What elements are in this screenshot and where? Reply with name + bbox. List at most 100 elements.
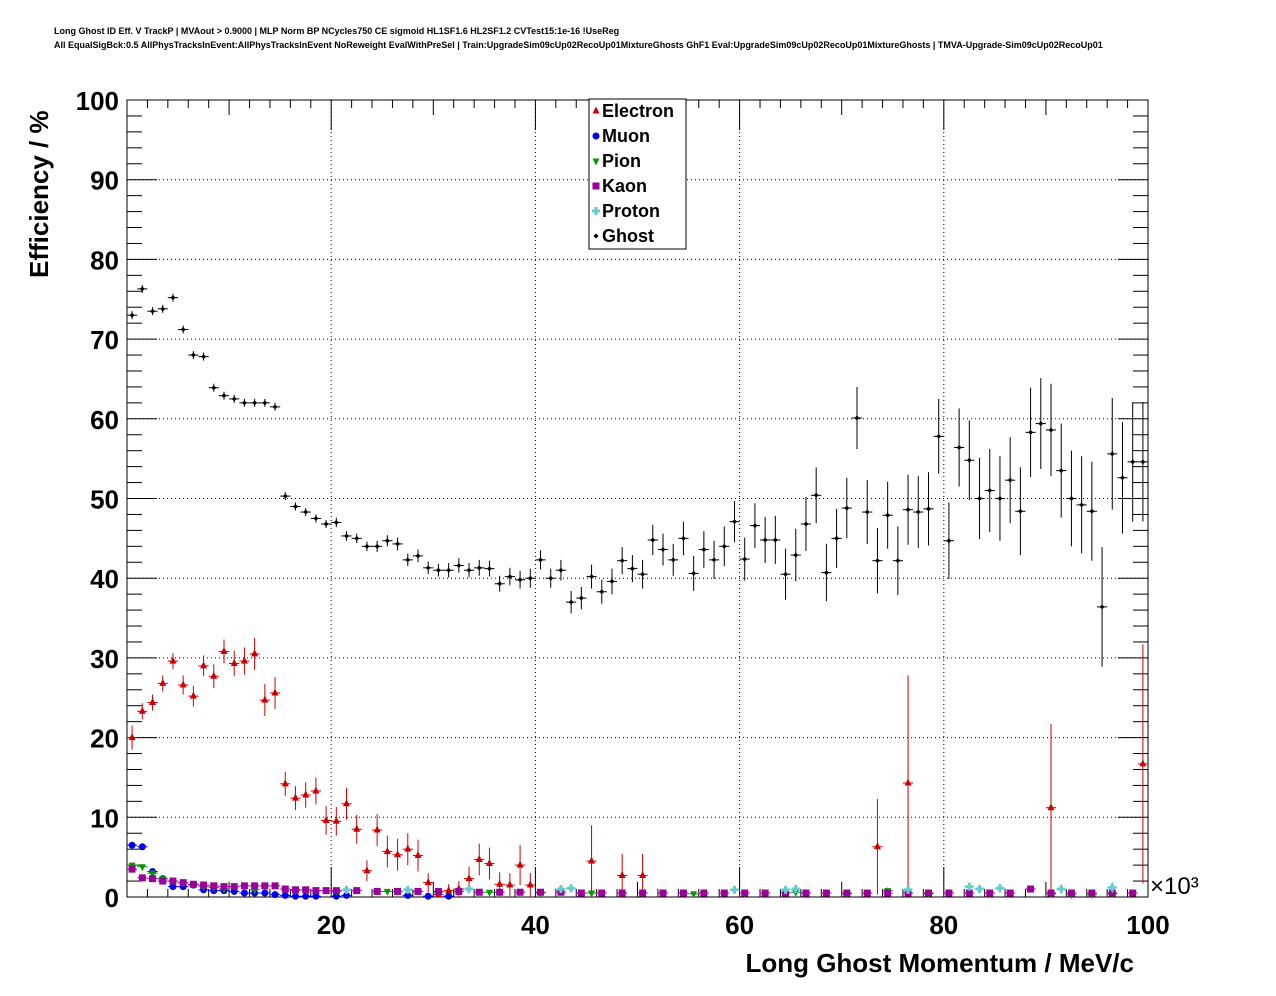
kaon-point: [474, 888, 485, 896]
ghost-marker: [640, 571, 646, 577]
muon-marker: [291, 892, 299, 900]
electron-marker: [618, 870, 626, 878]
muon-marker: [312, 892, 320, 900]
ghost-point: [1035, 378, 1046, 470]
electron-marker: [189, 691, 197, 699]
electron-marker: [251, 649, 259, 657]
ghost-point: [1076, 456, 1087, 554]
ghost-point: [300, 508, 311, 517]
ghost-marker: [313, 515, 319, 521]
ghost-point: [484, 560, 495, 577]
electron-point: [259, 684, 270, 717]
ghost-point: [412, 549, 424, 563]
muon-point: [300, 892, 311, 900]
ghost-marker: [303, 509, 309, 515]
pion-marker: [138, 864, 146, 872]
ghost-marker: [354, 535, 360, 541]
ghost-marker: [415, 553, 421, 559]
ghost-marker: [231, 396, 237, 402]
ghost-marker: [1028, 429, 1034, 435]
kaon-marker: [618, 889, 626, 897]
ghost-point: [627, 555, 638, 583]
ghost-point: [198, 352, 209, 361]
ghost-marker: [834, 535, 840, 541]
electron-point: [372, 814, 383, 846]
kaon-point: [1086, 889, 1097, 897]
kaon-marker: [639, 889, 647, 897]
electron-point: [229, 650, 240, 677]
ghost-marker: [844, 505, 850, 511]
proton-point: [902, 885, 914, 894]
electron-point: [361, 860, 373, 882]
legend-label-electron: Electron: [602, 101, 674, 121]
kaon-marker: [261, 882, 269, 890]
ghost-point: [239, 398, 250, 407]
muon-marker: [128, 841, 136, 849]
ghost-marker: [374, 543, 380, 549]
legend-box: [588, 98, 687, 250]
ghost-point: [555, 559, 567, 581]
kaon-point: [331, 887, 342, 895]
ghost-marker: [619, 558, 625, 564]
y-tick-label: 10: [90, 803, 119, 833]
electron-point: [504, 873, 515, 897]
ghost-marker: [139, 286, 145, 292]
legend-marker-muon: [592, 132, 600, 140]
ghost-marker: [262, 400, 268, 406]
ghost-point: [1107, 398, 1118, 510]
ghost-point: [351, 533, 362, 544]
kaon-marker: [496, 888, 504, 896]
ghost-point: [188, 351, 199, 360]
kaon-point: [678, 889, 689, 897]
kaon-marker: [1067, 889, 1075, 897]
ghost-marker: [977, 496, 983, 501]
ghost-marker: [609, 578, 615, 584]
ghost-marker: [201, 354, 207, 360]
electron-point: [351, 814, 362, 844]
kaon-point: [280, 885, 291, 893]
ghost-point: [310, 514, 321, 523]
muon-point: [167, 883, 179, 891]
ghost-point: [974, 457, 985, 540]
ghost-point: [1117, 421, 1128, 534]
electron-point: [331, 806, 342, 836]
muon-marker: [261, 889, 269, 897]
ghost-point: [606, 568, 618, 595]
kaon-point: [882, 889, 893, 897]
pion-marker: [690, 891, 698, 899]
electron-point: [902, 675, 914, 891]
ghost-point: [851, 386, 863, 450]
electron-point: [218, 639, 230, 664]
legend-label-muon: Muon: [602, 126, 650, 146]
ghost-marker: [936, 433, 942, 439]
muon-marker: [445, 892, 453, 900]
electron-marker: [353, 824, 361, 832]
electron-point: [1045, 724, 1057, 892]
proton-point: [790, 885, 801, 894]
ghost-marker: [507, 574, 513, 580]
electron-marker: [281, 779, 289, 787]
proton-marker: [556, 885, 565, 894]
ghost-point: [862, 480, 873, 544]
ghost-point: [1127, 402, 1138, 522]
legend-label-ghost: Ghost: [602, 226, 654, 246]
ghost-point: [463, 563, 475, 578]
ghost-marker: [425, 565, 431, 571]
electron-marker: [394, 850, 402, 858]
kaon-point: [249, 882, 260, 890]
kaon-marker: [965, 889, 973, 897]
electron-point: [382, 835, 393, 868]
ghost-marker: [772, 537, 778, 543]
kaon-point: [617, 889, 628, 897]
ghost-point: [178, 325, 189, 334]
ghost-marker: [568, 599, 574, 605]
ghost-point: [341, 531, 352, 541]
kaon-point: [535, 888, 546, 896]
electron-point: [320, 806, 332, 835]
electron-marker: [302, 790, 310, 798]
kaon-point: [167, 877, 179, 885]
ghost-point: [892, 526, 903, 595]
series-proton: [341, 881, 1118, 894]
ghost-point: [678, 521, 689, 556]
